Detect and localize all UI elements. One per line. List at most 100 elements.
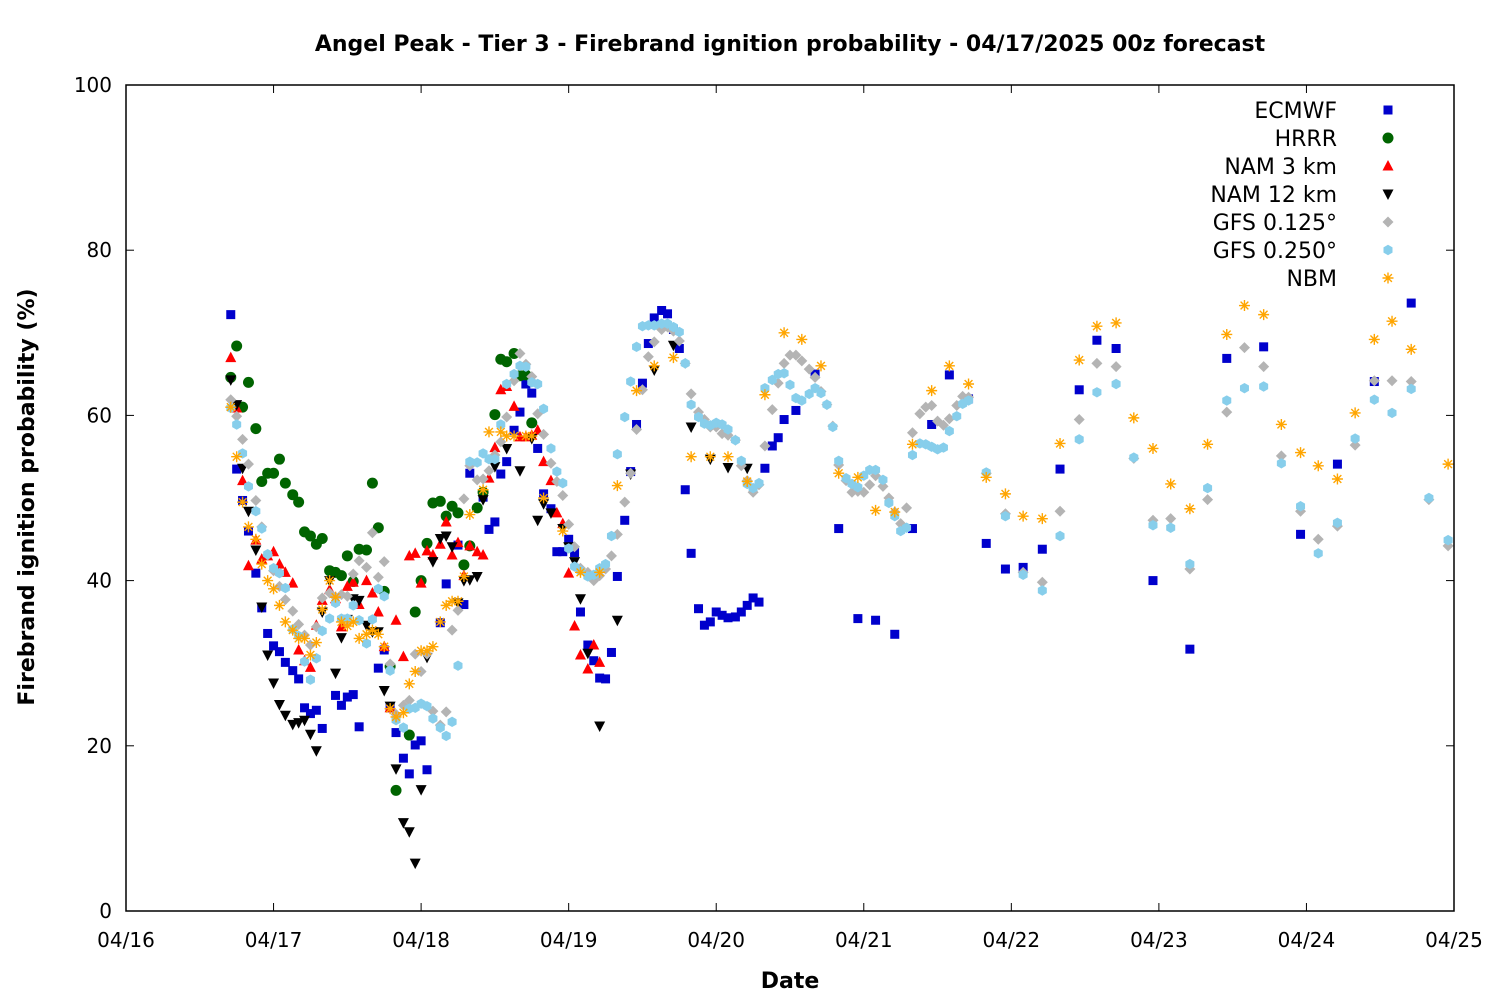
data-point [1386, 315, 1398, 327]
data-point [1295, 447, 1307, 459]
data-point [304, 661, 316, 672]
data-point [348, 690, 358, 700]
data-point [391, 728, 401, 738]
series-ecmwf [226, 298, 1416, 779]
data-point [361, 628, 373, 640]
data-point [601, 674, 611, 684]
data-point [331, 690, 341, 700]
data-point [490, 517, 500, 527]
data-point [495, 426, 507, 438]
data-point [293, 496, 305, 508]
data-point [304, 649, 316, 661]
data-point [409, 547, 421, 558]
data-point [310, 637, 322, 649]
data-point [440, 706, 452, 718]
data-point [262, 575, 274, 587]
data-point [1000, 510, 1010, 522]
data-point [741, 475, 753, 487]
data-point [871, 615, 881, 625]
data-point [606, 530, 616, 542]
data-point [964, 395, 974, 406]
data-point [1332, 517, 1342, 528]
data-point [1275, 418, 1287, 430]
data-point [938, 442, 948, 453]
data-point [440, 515, 452, 527]
data-point [335, 633, 347, 644]
data-point [378, 685, 390, 697]
data-point [631, 423, 643, 435]
data-point [1258, 361, 1270, 373]
data-point [251, 568, 261, 578]
data-point [637, 378, 647, 388]
data-point [428, 713, 438, 724]
data-point [409, 858, 421, 870]
data-point [643, 339, 653, 349]
legend-marker [1382, 132, 1394, 144]
data-point [1111, 378, 1121, 390]
data-point [325, 613, 335, 624]
x-tick-label: 04/20 [687, 928, 745, 952]
y-tick-label: 0 [99, 899, 112, 923]
data-point [520, 430, 532, 442]
data-point [477, 473, 489, 485]
data-point [366, 527, 378, 539]
data-point [409, 606, 421, 618]
data-point [348, 600, 358, 611]
legend-label: GFS 0.125° [1213, 211, 1337, 236]
data-point [574, 648, 586, 660]
data-point [834, 524, 844, 534]
data-point [434, 533, 446, 545]
data-point [1368, 333, 1380, 345]
data-point [538, 499, 550, 510]
data-point [1000, 564, 1010, 574]
data-point [1128, 412, 1140, 424]
legend-label: HRRR [1275, 127, 1337, 152]
data-point [759, 389, 771, 401]
data-point [316, 592, 328, 604]
data-point [944, 370, 954, 380]
data-point [816, 387, 826, 399]
data-point [612, 571, 622, 581]
data-point [317, 625, 327, 637]
data-point [509, 425, 519, 435]
data-point [384, 658, 396, 670]
data-point [416, 736, 426, 746]
data-point [452, 604, 464, 616]
data-point [722, 462, 734, 474]
data-point [694, 604, 704, 614]
data-point [1405, 376, 1417, 388]
data-point [434, 495, 446, 507]
data-point [484, 524, 494, 534]
data-point [384, 703, 396, 715]
data-point [287, 577, 299, 588]
data-point [446, 542, 458, 553]
data-point [483, 426, 495, 438]
data-point [279, 477, 291, 489]
data-point [1296, 529, 1306, 539]
data-point [1036, 513, 1048, 525]
data-point [730, 434, 740, 446]
data-point [667, 352, 679, 364]
data-point [287, 605, 299, 617]
data-point [299, 632, 311, 644]
data-point [907, 449, 917, 461]
data-point [859, 470, 869, 481]
data-point [293, 718, 305, 729]
data-point [242, 506, 254, 518]
data-point [686, 548, 696, 558]
data-point [268, 678, 280, 690]
data-point [1147, 442, 1159, 454]
data-point [422, 765, 432, 775]
data-point [797, 395, 807, 406]
data-point [870, 504, 882, 516]
data-point [366, 477, 378, 489]
x-tick-label: 04/21 [835, 928, 893, 952]
data-point [256, 475, 268, 487]
data-point [353, 632, 365, 644]
data-point [268, 467, 280, 479]
data-point [353, 595, 365, 607]
data-point [943, 413, 955, 425]
data-point [673, 335, 685, 347]
data-point [471, 502, 483, 514]
